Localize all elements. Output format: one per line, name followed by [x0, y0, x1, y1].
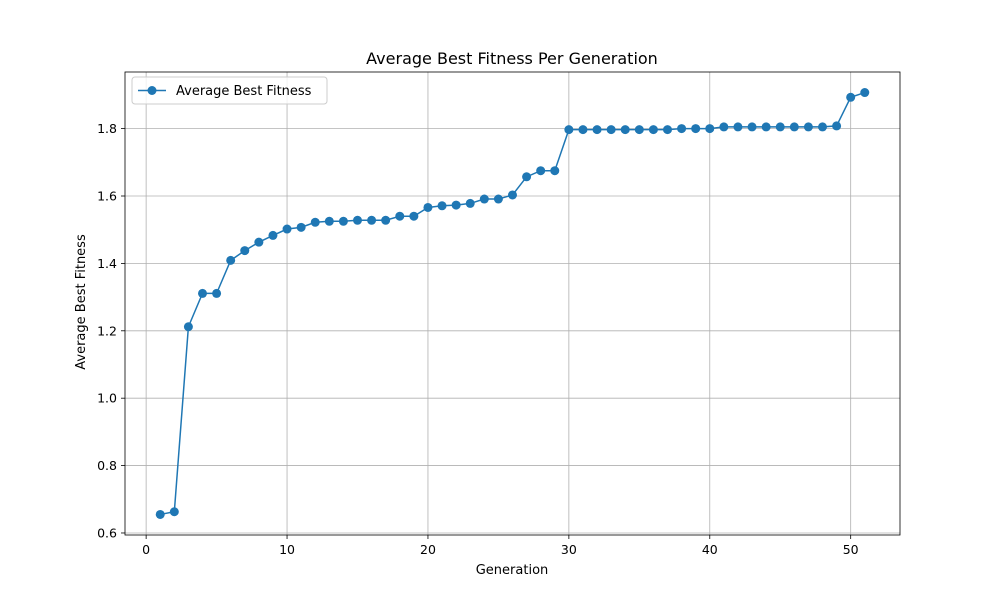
data-point [818, 122, 827, 132]
data-point [240, 246, 250, 256]
data-point [691, 124, 701, 134]
data-point [155, 509, 165, 519]
y-tick-label: 1.0 [97, 391, 117, 406]
x-tick-label: 0 [142, 542, 150, 557]
data-point [846, 92, 856, 102]
data-point [338, 216, 348, 226]
y-axis: 0.6 0.8 1.0 1.2 1.4 1.6 1.8 [97, 121, 125, 540]
data-point [860, 88, 870, 98]
data-point [592, 125, 602, 135]
data-point [226, 255, 236, 265]
data-point [620, 125, 630, 135]
data-point [282, 224, 292, 234]
data-point [437, 201, 447, 211]
data-point [381, 215, 391, 225]
data-point [423, 202, 433, 212]
data-point [465, 198, 475, 208]
data-point [705, 124, 715, 134]
x-tick-label: 50 [843, 542, 859, 557]
x-tick-label: 40 [702, 542, 718, 557]
data-point [789, 122, 799, 132]
series-layer [155, 88, 870, 519]
data-point [677, 124, 687, 134]
plot-area [124, 71, 901, 536]
data-point [493, 194, 503, 204]
data-point [634, 125, 644, 135]
y-tick-label: 1.8 [97, 121, 117, 136]
y-tick-label: 0.8 [97, 458, 117, 473]
x-tick-label: 20 [420, 542, 436, 557]
legend-marker-swatch [147, 86, 157, 95]
data-point [183, 322, 193, 332]
data-point [663, 125, 672, 135]
data-point [479, 194, 489, 204]
data-point [550, 166, 560, 176]
x-tick-label: 10 [279, 542, 295, 557]
data-point [508, 190, 517, 200]
data-point [198, 288, 207, 298]
x-tick-label: 30 [561, 542, 577, 557]
data-point [395, 211, 405, 221]
y-tick-label: 1.2 [97, 323, 117, 338]
data-point [268, 230, 278, 240]
data-point [832, 121, 842, 131]
data-point [212, 288, 222, 298]
data-point [761, 122, 771, 132]
data-point [803, 122, 813, 132]
gridlines [125, 72, 900, 535]
data-point [169, 507, 179, 517]
data-point [409, 211, 419, 221]
data-point [522, 172, 532, 182]
data-point [733, 122, 743, 132]
data-point [606, 125, 616, 135]
data-point [564, 125, 574, 135]
axes-frame [124, 71, 901, 536]
data-point [254, 237, 264, 247]
data-point [747, 122, 757, 132]
y-tick-label: 0.6 [97, 525, 117, 540]
data-point [775, 122, 785, 132]
data-point [296, 222, 306, 232]
data-point [310, 217, 320, 227]
y-tick-label: 1.6 [97, 189, 117, 204]
data-point [648, 125, 658, 135]
data-point [536, 166, 546, 176]
x-axis: 0 10 20 30 40 50 [142, 535, 859, 557]
legend: Average Best Fitness [131, 76, 328, 105]
y-axis-label: Average Best Fitness [74, 234, 89, 370]
data-point [324, 216, 334, 226]
data-point [578, 125, 588, 135]
data-point [451, 200, 461, 210]
data-point [719, 122, 729, 132]
x-axis-label: Generation [476, 563, 549, 578]
chart-title: Average Best Fitness Per Generation [366, 49, 658, 68]
legend-box [131, 76, 328, 105]
y-tick-label: 1.4 [97, 256, 117, 271]
data-point [367, 215, 377, 225]
data-point [353, 215, 362, 225]
legend-label: Average Best Fitness [176, 84, 312, 99]
